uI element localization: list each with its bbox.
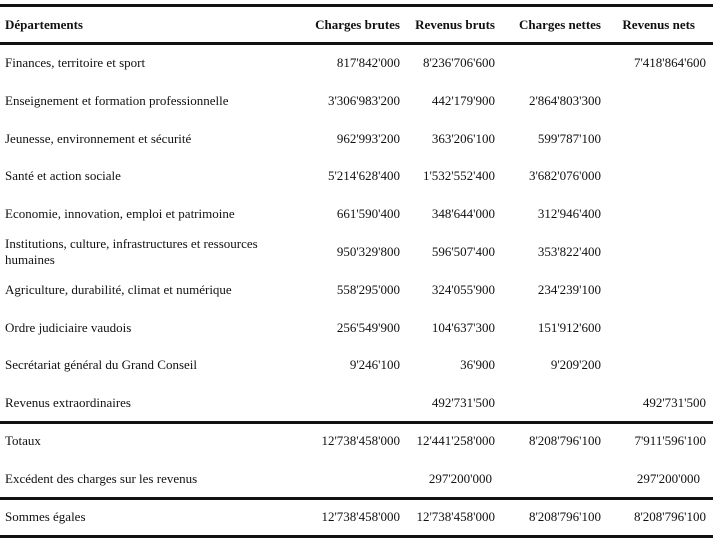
sums-row: Sommes égales 12'738'458'000 12'738'458'… xyxy=(0,498,713,536)
value-cell: 353'822'400 xyxy=(537,244,601,259)
department-cell: Revenus extraordinaires xyxy=(5,395,131,411)
value-cell: 817'842'000 xyxy=(336,55,400,70)
value-cell: 324'055'900 xyxy=(431,281,495,297)
cell: 12'738'458'000 xyxy=(416,509,495,524)
cell: 8'208'796'100 xyxy=(528,433,601,448)
department-cell: Santé et action sociale xyxy=(5,168,121,184)
cell: 8'208'796'100 xyxy=(633,509,706,524)
cell: Excédent des charges sur les revenus xyxy=(5,471,198,486)
bottom-rule xyxy=(0,535,713,538)
table-row: Jeunesse, environnement et sécurité 962'9… xyxy=(0,120,713,158)
value-cell: 3'682'076'000 xyxy=(528,168,601,184)
value-cell: 9'246'100 xyxy=(349,357,400,373)
header-cell: Charges brutes xyxy=(315,17,400,32)
header-cell: Revenus nets xyxy=(622,17,695,32)
value-cell: 7'418'864'600 xyxy=(633,55,706,70)
cell: 297'200'000 xyxy=(428,471,492,486)
table-row: Secrétariat général du Grand Conseil 9'24… xyxy=(0,346,713,384)
value-cell: 558'295'000 xyxy=(336,281,400,297)
department-cell: Finances, territoire et sport xyxy=(5,55,146,70)
value-cell: 950'329'800 xyxy=(336,244,400,259)
table-row: Finances, territoire et sport 817'842'000… xyxy=(0,44,713,82)
totals-row: Totaux 12'738'458'000 12'441'258'000 8'2… xyxy=(0,422,713,460)
table-row: Agriculture, durabilité, climat et numér… xyxy=(0,271,713,309)
value-cell: 962'993'200 xyxy=(336,130,400,146)
department-cell: Jeunesse, environnement et sécurité xyxy=(5,130,192,146)
department-cell: Ordre judiciaire vaudois xyxy=(5,319,132,335)
value-cell: 8'236'706'600 xyxy=(422,55,495,70)
value-cell: 36'900 xyxy=(460,357,495,373)
excess-row: Excédent des charges sur les revenus 297… xyxy=(0,460,713,498)
value-cell: 492'731'500 xyxy=(431,395,495,411)
subtotal-rule xyxy=(0,421,713,424)
table-row: Institutions, culture, infrastructures e… xyxy=(0,233,713,271)
cell: 12'738'458'000 xyxy=(321,509,400,524)
table-row: Economie, innovation, emploi et patrimoi… xyxy=(0,195,713,233)
department-cell: Economie, innovation, emploi et patrimoi… xyxy=(5,206,235,222)
value-cell: 1'532'552'400 xyxy=(422,168,495,184)
cell: Sommes égales xyxy=(5,509,86,524)
header-cell: Charges nettes xyxy=(519,17,601,32)
value-cell: 104'637'300 xyxy=(431,319,495,335)
value-cell: 256'549'900 xyxy=(336,319,400,335)
value-cell: 599'787'100 xyxy=(537,130,601,146)
cell: 8'208'796'100 xyxy=(528,509,601,524)
cell: 7'911'596'100 xyxy=(634,433,706,448)
department-cell: Institutions, culture, infrastructures e… xyxy=(5,236,258,267)
header-cell: Départements xyxy=(5,17,83,32)
cell: 297'200'000 xyxy=(636,471,700,486)
value-cell: 2'864'803'300 xyxy=(528,92,601,108)
cell: 12'738'458'000 xyxy=(321,433,400,448)
department-cell: Enseignement et formation professionnell… xyxy=(5,92,229,108)
sums-rule xyxy=(0,497,713,500)
cell: 12'441'258'000 xyxy=(416,433,495,448)
header-cell: Revenus bruts xyxy=(415,17,495,32)
value-cell: 234'239'100 xyxy=(537,281,601,297)
table-row: Enseignement et formation professionnell… xyxy=(0,82,713,120)
value-cell: 9'209'200 xyxy=(550,357,601,373)
value-cell: 442'179'900 xyxy=(431,92,495,108)
department-cell: Agriculture, durabilité, climat et numér… xyxy=(5,281,232,297)
header-row: Départements Charges brutes Revenus brut… xyxy=(0,6,713,44)
value-cell: 661'590'400 xyxy=(336,206,400,222)
table-row: Revenus extraordinaires 492'731'500 492'73… xyxy=(0,384,713,422)
header-rule xyxy=(0,42,713,45)
value-cell: 492'731'500 xyxy=(642,395,706,411)
top-rule xyxy=(0,4,713,7)
value-cell: 3'306'983'200 xyxy=(327,92,400,108)
department-cell: Secrétariat général du Grand Conseil xyxy=(5,357,198,373)
value-cell: 151'912'600 xyxy=(537,319,601,335)
value-cell: 348'644'000 xyxy=(431,206,495,222)
table-row: Santé et action sociale 5'214'628'400 1'53… xyxy=(0,157,713,195)
value-cell: 5'214'628'400 xyxy=(327,168,400,184)
value-cell: 363'206'100 xyxy=(431,130,495,146)
value-cell: 312'946'400 xyxy=(537,206,601,222)
value-cell: 596'507'400 xyxy=(431,244,495,259)
cell: Totaux xyxy=(5,433,41,448)
table-row: Ordre judiciaire vaudois 256'549'900 104'6… xyxy=(0,309,713,347)
